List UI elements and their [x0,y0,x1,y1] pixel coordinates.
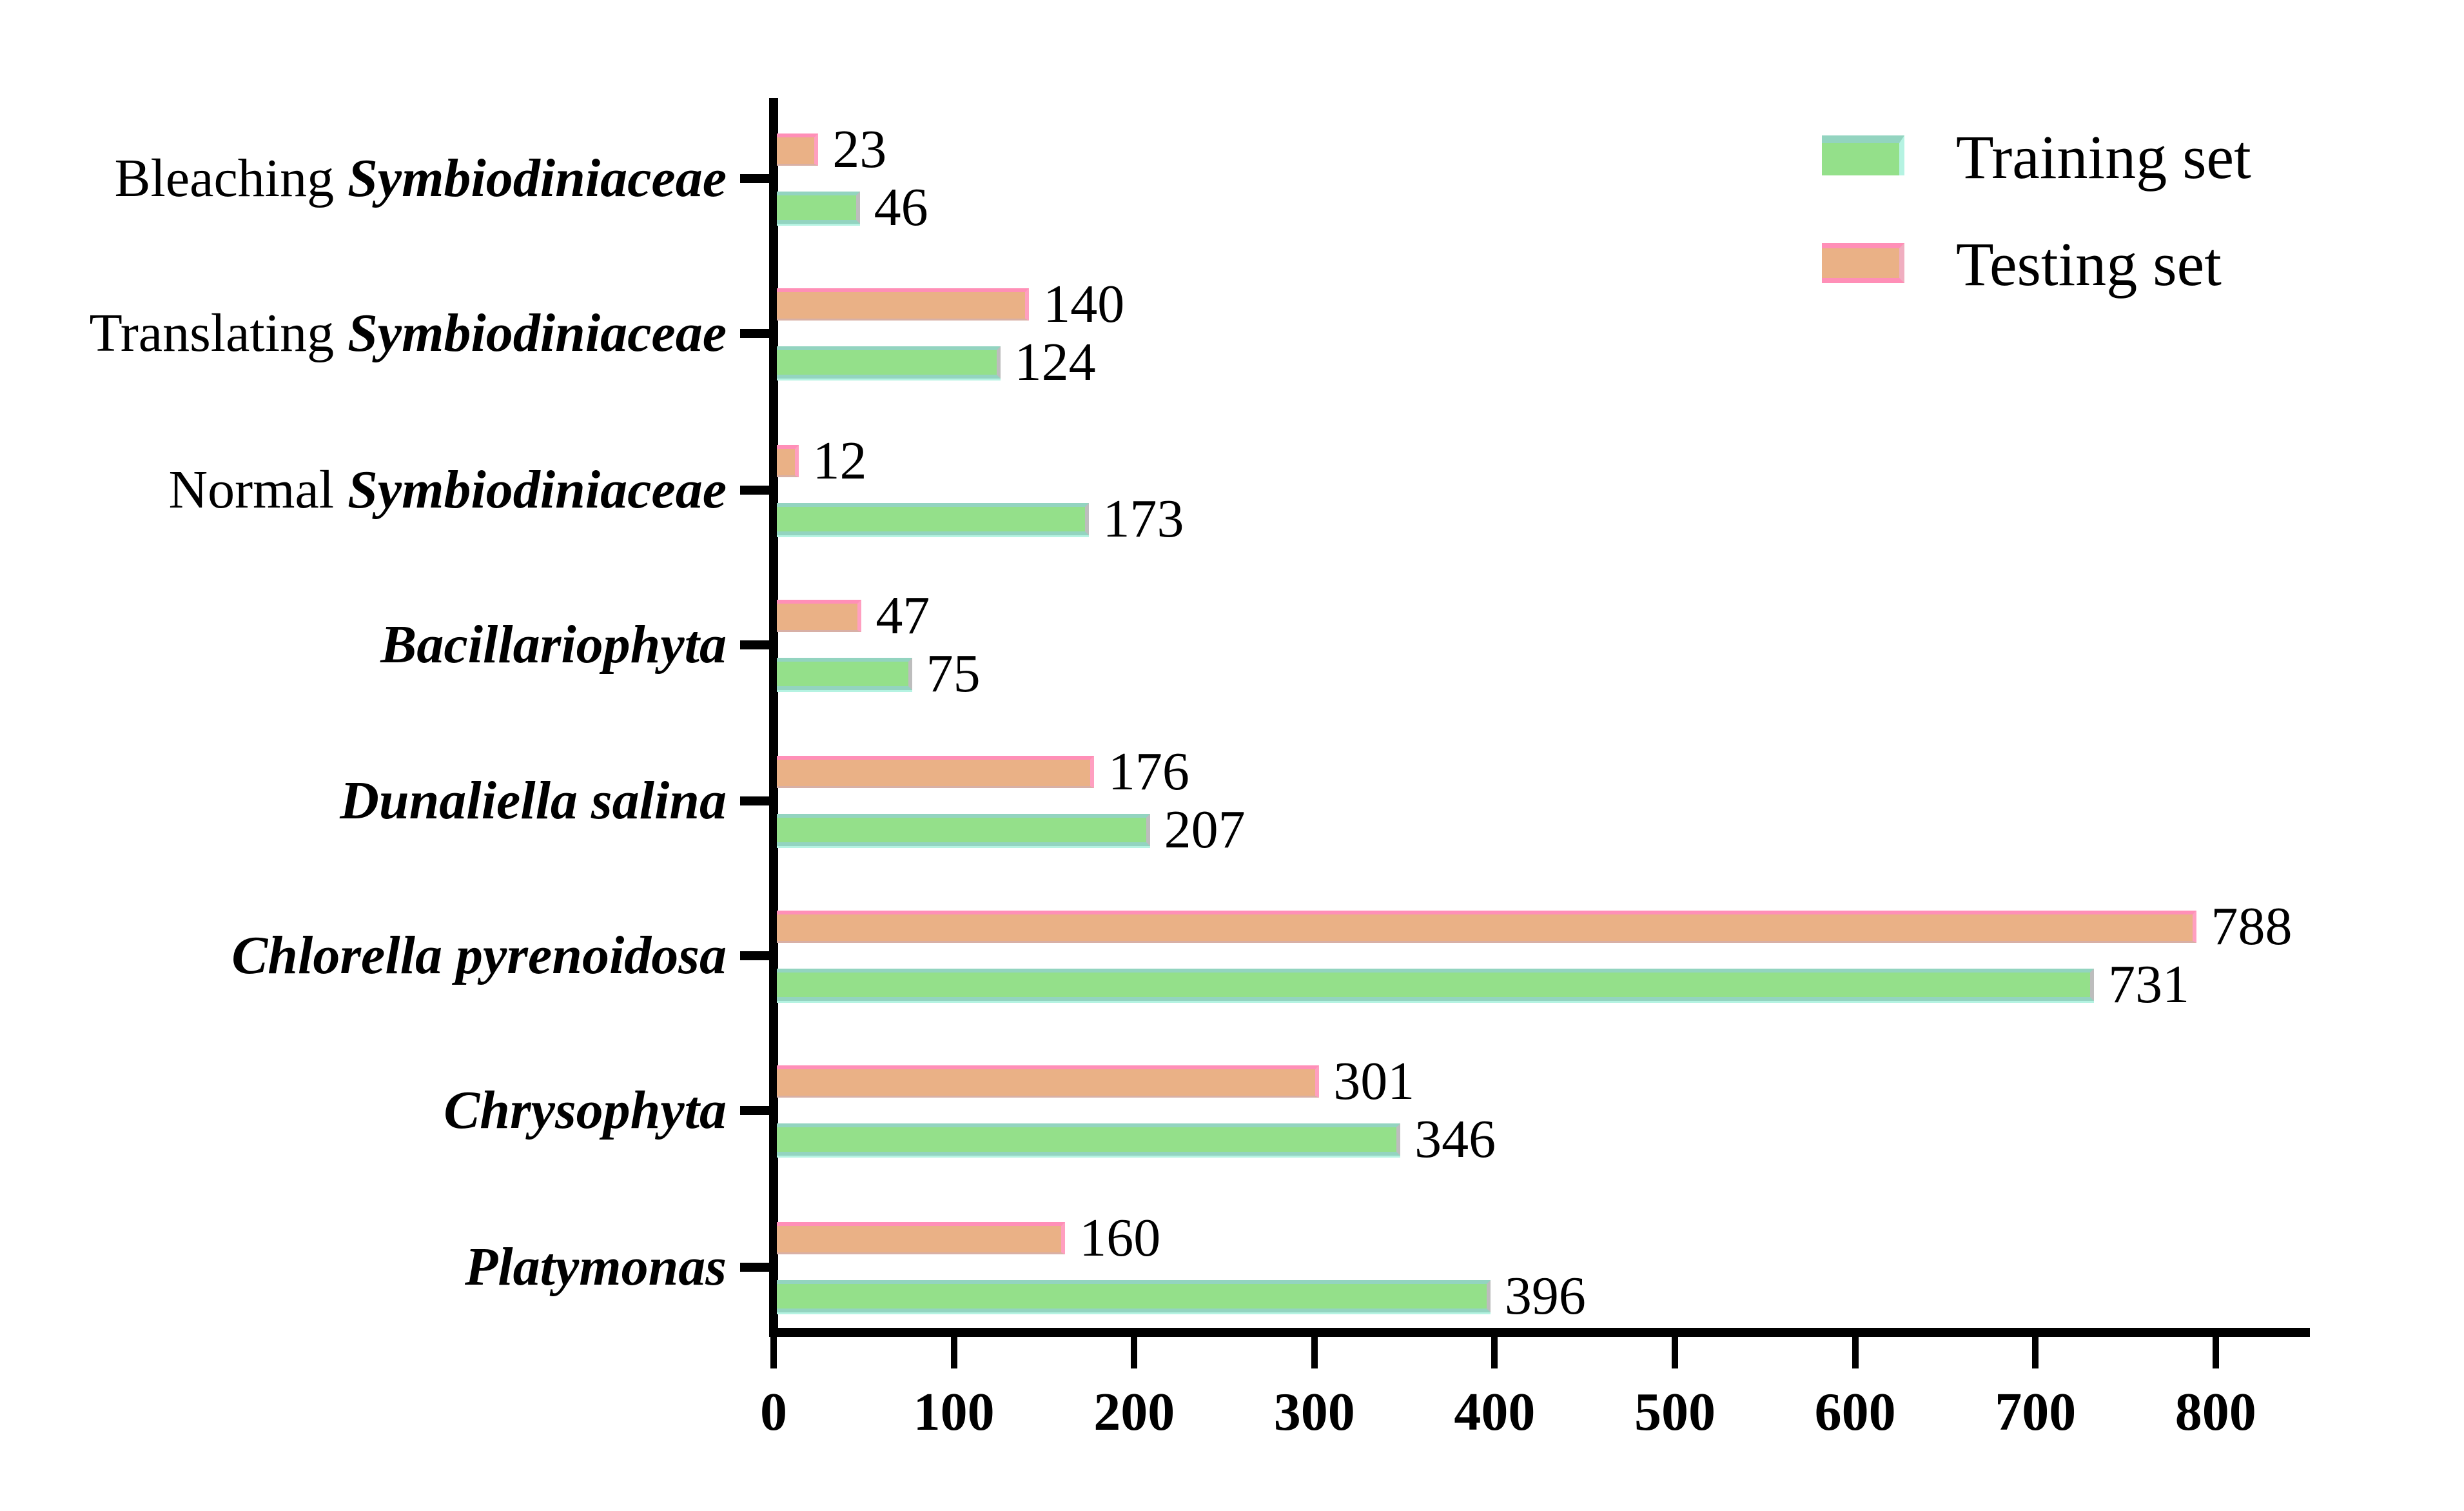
y-axis-tick [740,951,772,960]
bar-value-label: 176 [1108,742,1189,802]
bar-value-label: 301 [1333,1051,1415,1111]
category-label: Bacillariophyta [380,618,727,672]
x-axis-tick [770,1332,777,1368]
x-axis-line [769,1328,2310,1337]
y-axis-tick [740,1263,772,1272]
y-axis-tick [740,174,772,183]
x-axis-tick-label: 800 [2175,1382,2256,1442]
testing-set-bar [777,911,2197,943]
bar-value-label: 124 [1014,332,1096,392]
bar-value-label: 160 [1079,1208,1161,1268]
testing-set-bar [777,288,1030,321]
x-axis-tick [2032,1332,2039,1368]
x-axis-tick-label: 400 [1454,1382,1536,1442]
category-label-prefix: Normal [168,460,348,520]
category-label-species: Symbiodiniaceae [347,303,727,363]
category-label-species: Platymonas [464,1237,727,1297]
category-label-species: Dunaliella salina [340,771,727,831]
category-label: Platymonas [465,1240,727,1294]
category-label-species: Chlorella pyrenoidosa [231,925,727,985]
bar-value-label: 140 [1043,274,1125,334]
testing-set-bar [777,133,819,166]
x-axis-tick [1672,1332,1678,1368]
x-axis-tick [2212,1332,2219,1368]
x-axis-tick-label: 500 [1634,1382,1716,1442]
y-axis-tick [740,796,772,805]
testing-set-bar [777,600,862,632]
testing-set-bar [777,445,799,477]
category-label: Bleaching Symbiodiniaceae [115,152,727,206]
x-axis-tick [1311,1332,1318,1368]
training-set-bar [777,192,860,224]
training-set-bar [777,346,1001,379]
category-label-prefix: Translating [89,303,348,363]
bar-value-label: 173 [1102,489,1184,549]
x-axis-tick-label: 700 [1995,1382,2077,1442]
x-axis-tick-label: 300 [1273,1382,1355,1442]
category-label-species: Symbiodiniaceae [347,460,727,520]
training-set-bar [777,814,1150,846]
category-label-species: Bacillariophyta [380,615,727,675]
y-axis-tick [740,1106,772,1115]
bar-value-label: 12 [812,431,867,491]
x-axis-tick-label: 600 [1814,1382,1896,1442]
bar-value-label: 731 [2108,954,2190,1014]
x-axis-tick-label: 200 [1093,1382,1175,1442]
x-axis-tick [1491,1332,1498,1368]
y-axis-tick [740,486,772,495]
x-axis-tick [950,1332,957,1368]
bar-value-label: 788 [2211,896,2293,956]
legend-label-training: Training set [1956,123,2251,192]
category-label: Chrysophyta [444,1083,727,1138]
bar-value-label: 396 [1504,1266,1586,1326]
x-axis-tick [1131,1332,1138,1368]
y-axis-line [769,98,778,1336]
legend-swatch-testing [1822,243,1904,283]
category-label-species: Symbiodiniaceae [347,148,727,208]
bar-value-label: 75 [926,644,981,704]
category-label: Normal Symbiodiniaceae [168,463,727,517]
category-label: Dunaliella salina [340,774,727,828]
x-axis-tick [1852,1332,1859,1368]
testing-set-bar [777,1222,1066,1254]
bar-value-label: 346 [1414,1109,1496,1169]
testing-set-bar [777,1065,1320,1098]
testing-set-bar [777,756,1094,788]
training-set-bar [777,1280,1491,1312]
legend-label-testing: Testing set [1956,230,2222,299]
category-label: Translating Symbiodiniaceae [89,306,727,360]
training-set-bar [777,1123,1401,1156]
legend-swatch-training [1822,135,1904,175]
training-set-bar [777,969,2095,1001]
bar-value-label: 207 [1164,800,1246,860]
training-set-bar [777,658,912,690]
category-label-prefix: Bleaching [114,148,348,208]
x-axis-tick-label: 0 [760,1382,787,1442]
bar-value-label: 46 [874,177,928,237]
x-axis-tick-label: 100 [913,1382,995,1442]
bar-value-label: 23 [832,119,887,179]
y-axis-tick [740,329,772,338]
training-set-bar [777,503,1089,535]
category-label: Chlorella pyrenoidosa [231,929,727,983]
category-label-species: Chrysophyta [444,1080,727,1140]
bar-value-label: 47 [875,586,930,646]
y-axis-tick [740,640,772,649]
